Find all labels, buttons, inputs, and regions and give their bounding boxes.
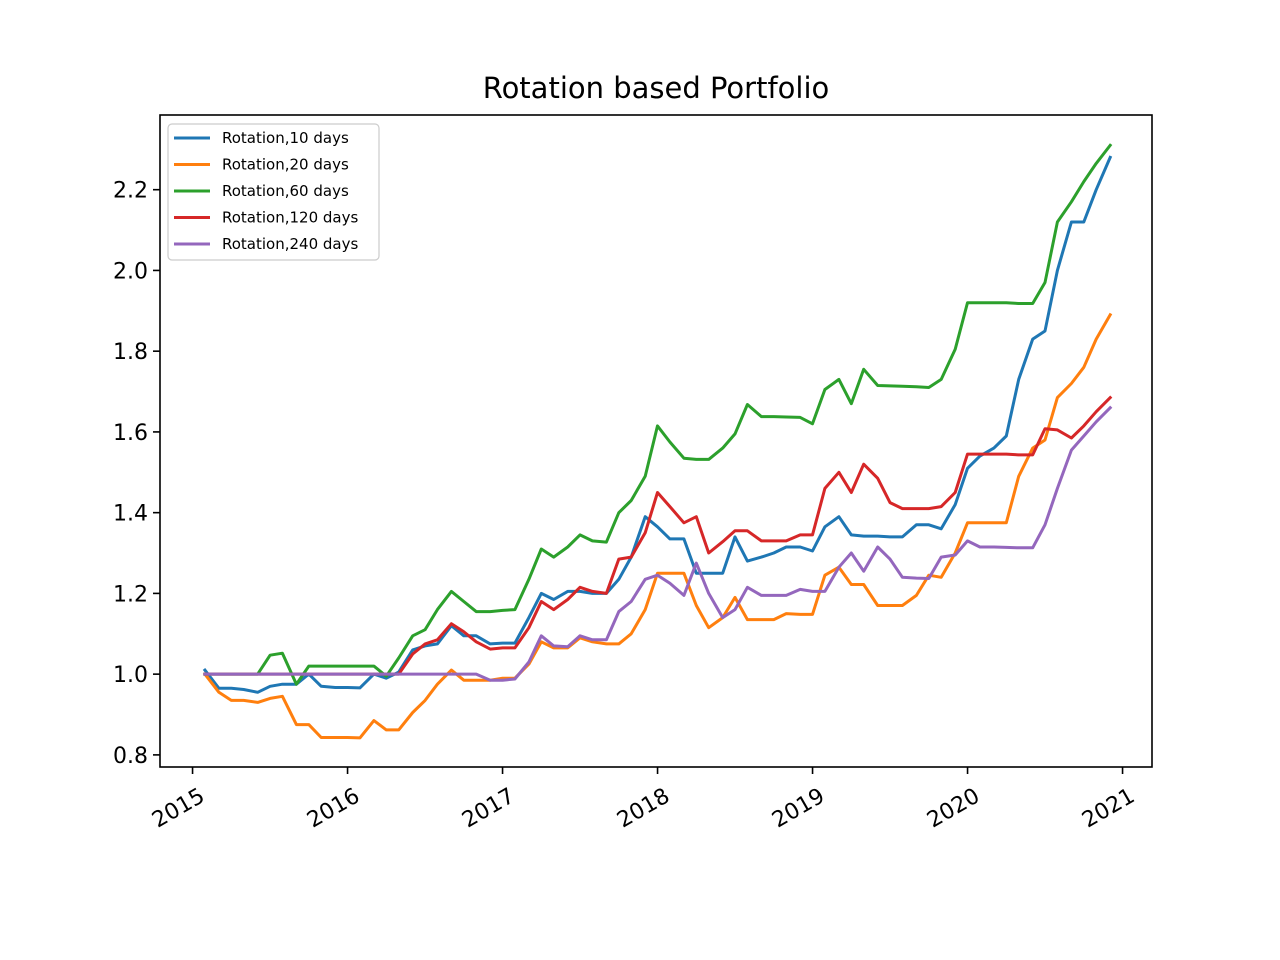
legend-label-5: Rotation,240 days xyxy=(222,235,358,253)
y-tick-label: 1.2 xyxy=(113,582,148,607)
y-tick-label: 1.4 xyxy=(113,502,148,527)
legend: Rotation,10 days Rotation,20 days Rotation… xyxy=(167,123,380,261)
series-layer xyxy=(202,143,1113,740)
series-line-5 xyxy=(203,405,1113,682)
series-line-3 xyxy=(203,143,1113,686)
chart-title: Rotation based Portfolio xyxy=(483,71,830,105)
series-line-1 xyxy=(202,155,1113,694)
y-axis: 0.8 1.0 1.2 1.4 1.6 1.8 2.0 2.2 xyxy=(113,179,160,769)
plot-frame xyxy=(159,114,1153,768)
y-tick-label: 2.0 xyxy=(113,259,148,284)
y-tick-label: 1.0 xyxy=(113,663,148,688)
y-tick-label: 2.2 xyxy=(113,179,148,204)
legend-label-4: Rotation,120 days xyxy=(222,209,358,227)
y-tick-label: 1.8 xyxy=(113,340,148,365)
legend-box xyxy=(167,123,380,261)
legend-label-2: Rotation,20 days xyxy=(222,156,349,174)
series-line-2 xyxy=(202,312,1113,740)
legend-label-1: Rotation,10 days xyxy=(222,129,349,147)
y-tick-label: 1.6 xyxy=(113,421,148,446)
legend-label-3: Rotation,60 days xyxy=(222,182,349,200)
y-tick-label: 0.8 xyxy=(113,744,148,769)
